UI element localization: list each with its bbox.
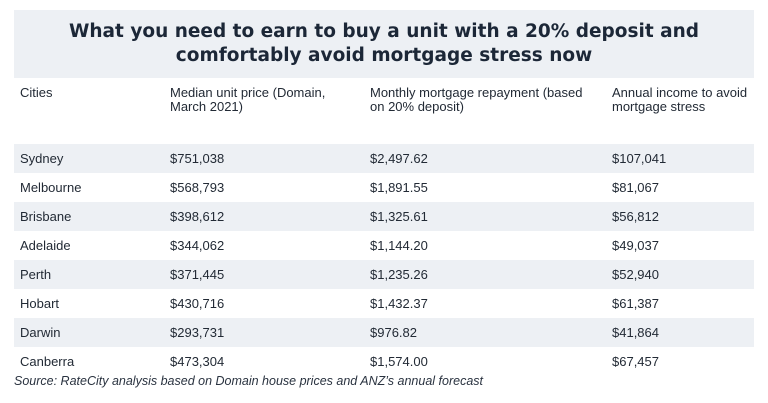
monthly-repayment-cell: $2,497.62: [364, 144, 606, 173]
median-price-cell: $751,038: [164, 144, 364, 173]
city-cell: Perth: [14, 260, 164, 289]
header-annual-income: Annual income to avoid mortgage stress: [606, 80, 754, 144]
city-cell: Brisbane: [14, 202, 164, 231]
median-price-cell: $344,062: [164, 231, 364, 260]
title-band: What you need to earn to buy a unit with…: [14, 10, 754, 78]
table-row: Brisbane $398,612 $1,325.61 $56,812: [14, 202, 754, 231]
table-row: Melbourne $568,793 $1,891.55 $81,067: [14, 173, 754, 202]
median-price-cell: $430,716: [164, 289, 364, 318]
table-row: Sydney $751,038 $2,497.62 $107,041: [14, 144, 754, 173]
median-price-cell: $398,612: [164, 202, 364, 231]
annual-income-cell: $67,457: [606, 347, 754, 376]
header-median-unit-price: Median unit price (Domain, March 2021): [164, 80, 364, 144]
annual-income-cell: $41,864: [606, 318, 754, 347]
table-row: Darwin $293,731 $976.82 $41,864: [14, 318, 754, 347]
monthly-repayment-cell: $1,891.55: [364, 173, 606, 202]
city-cell: Adelaide: [14, 231, 164, 260]
annual-income-cell: $107,041: [606, 144, 754, 173]
table-title: What you need to earn to buy a unit with…: [68, 21, 700, 66]
city-cell: Canberra: [14, 347, 164, 376]
city-cell: Sydney: [14, 144, 164, 173]
monthly-repayment-cell: $1,432.37: [364, 289, 606, 318]
table-row: Canberra $473,304 $1,574.00 $67,457: [14, 347, 754, 376]
income-table: Cities Median unit price (Domain, March …: [14, 80, 754, 376]
monthly-repayment-cell: $1,574.00: [364, 347, 606, 376]
monthly-repayment-cell: $1,325.61: [364, 202, 606, 231]
median-price-cell: $371,445: [164, 260, 364, 289]
city-cell: Melbourne: [14, 173, 164, 202]
annual-income-cell: $81,067: [606, 173, 754, 202]
table-row: Adelaide $344,062 $1,144.20 $49,037: [14, 231, 754, 260]
city-cell: Darwin: [14, 318, 164, 347]
monthly-repayment-cell: $1,144.20: [364, 231, 606, 260]
annual-income-cell: $49,037: [606, 231, 754, 260]
annual-income-cell: $61,387: [606, 289, 754, 318]
header-row: Cities Median unit price (Domain, March …: [14, 80, 754, 144]
city-cell: Hobart: [14, 289, 164, 318]
table-body: Sydney $751,038 $2,497.62 $107,041 Melbourne…: [14, 144, 754, 376]
table-row: Perth $371,445 $1,235.26 $52,940: [14, 260, 754, 289]
table-header: Cities Median unit price (Domain, March …: [14, 80, 754, 144]
annual-income-cell: $52,940: [606, 260, 754, 289]
monthly-repayment-cell: $1,235.26: [364, 260, 606, 289]
table-row: Hobart $430,716 $1,432.37 $61,387: [14, 289, 754, 318]
source-note: Source: RateCity analysis based on Domai…: [14, 374, 484, 388]
median-price-cell: $568,793: [164, 173, 364, 202]
annual-income-cell: $56,812: [606, 202, 754, 231]
monthly-repayment-cell: $976.82: [364, 318, 606, 347]
header-monthly-repayment: Monthly mortgage repayment (based on 20%…: [364, 80, 606, 144]
median-price-cell: $473,304: [164, 347, 364, 376]
header-cities: Cities: [14, 80, 164, 144]
median-price-cell: $293,731: [164, 318, 364, 347]
